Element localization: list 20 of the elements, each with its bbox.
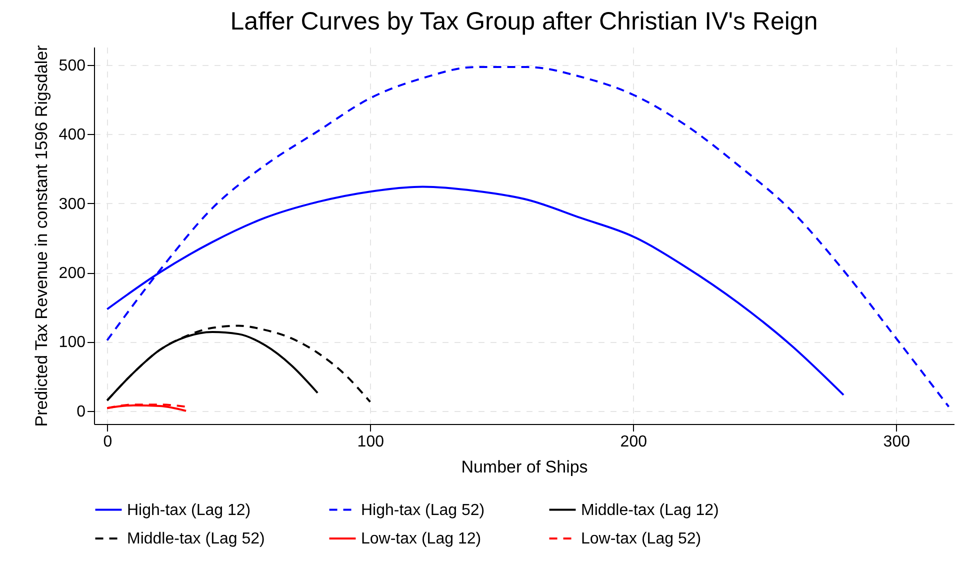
y-tick-label: 300 <box>58 196 86 213</box>
legend-label: Middle-tax (Lag 52) <box>127 530 265 548</box>
x-tick-label: 100 <box>357 434 384 450</box>
y-tick-label: 400 <box>58 126 86 144</box>
legend-label: Middle-tax (Lag 12) <box>581 502 719 519</box>
x-tick-label: 300 <box>883 434 910 450</box>
x-tick-label: 0 <box>103 434 112 450</box>
chart-title: Laffer Curves by Tax Group after Christian IV's Reign <box>230 8 818 36</box>
legend-label: High-tax (Lag 52) <box>361 502 485 519</box>
legend-label: High-tax (Lag 12) <box>127 502 251 519</box>
y-tick-label: 100 <box>58 334 86 352</box>
y-tick-label: 500 <box>58 57 86 74</box>
legend-label: Low-tax (Lag 52) <box>581 530 702 548</box>
x-axis-title: Number of Ships <box>461 458 588 476</box>
legend-label: Low-tax (Lag 12) <box>361 530 482 548</box>
y-tick-label: 200 <box>58 265 86 282</box>
x-tick-label: 200 <box>620 434 648 450</box>
y-axis-title: Predicted Tax Revenue in constant 1596 Rigsdaler <box>32 44 51 427</box>
line-series <box>106 66 950 408</box>
y-tick-label: 0 <box>76 403 86 420</box>
